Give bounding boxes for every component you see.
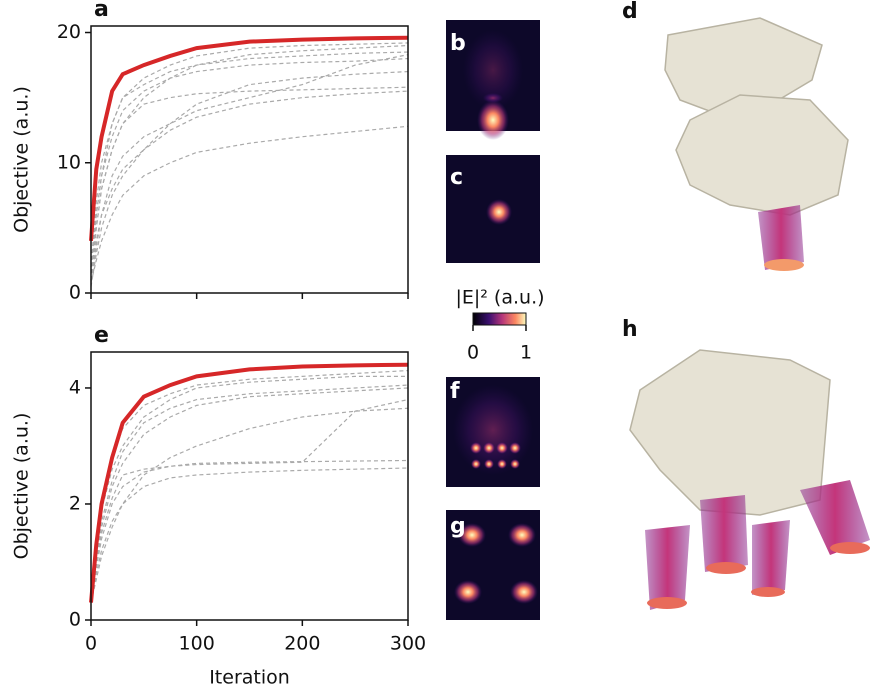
series-line [90,44,409,281]
series-line [90,407,409,603]
y-tick-label: 2 [69,492,81,514]
series-line [89,362,409,603]
field-maps [446,20,540,620]
y-axis-label: Objective (a.u.) [11,86,33,233]
series-line [90,387,409,603]
series-line [90,467,409,603]
series-line [89,35,409,242]
series-line [90,90,409,287]
colorbar-tick-label: 0 [467,342,479,364]
x-tick-label: 100 [179,633,215,655]
series-line [90,398,409,603]
panel-label: f [450,379,460,404]
field-map-f [446,377,540,487]
y-tick-label: 10 [57,151,81,173]
series-line [90,42,409,267]
y-tick-label: 20 [57,21,81,43]
y-axis-label: Objective (a.u.) [11,413,33,560]
colorbar [472,312,527,326]
panel-label: d [622,0,638,24]
panel-label: b [450,31,466,56]
plot-frame [90,25,409,294]
render-h [629,349,870,610]
series-line [90,384,409,603]
series-line [90,70,409,281]
panel-label: c [450,165,463,190]
x-tick-label: 300 [390,633,426,655]
field-map-b [446,20,540,140]
series-line [90,375,408,603]
series-line [90,51,409,274]
panel-label: e [94,323,109,348]
y-tick-label: 0 [69,609,81,631]
render-d [664,17,849,271]
y-tick-label: 0 [69,282,81,304]
x-axis-label: Iteration [209,667,290,689]
colorbar-tick-label: 1 [520,342,532,364]
series-line [90,86,409,281]
colorbar-label: |E|² (a.u.) [455,287,544,309]
x-tick-label: 0 [85,633,97,655]
panel-label: h [622,317,638,342]
x-tick-label: 200 [284,633,320,655]
field-map-g [446,510,540,620]
series-line [90,125,409,283]
y-tick-label: 4 [69,376,81,398]
plot-frame [90,351,409,621]
series-line [90,57,409,268]
panel-label: g [450,514,466,539]
panel-label: a [94,0,109,22]
series-line [90,459,409,603]
field-map-c [446,155,540,263]
